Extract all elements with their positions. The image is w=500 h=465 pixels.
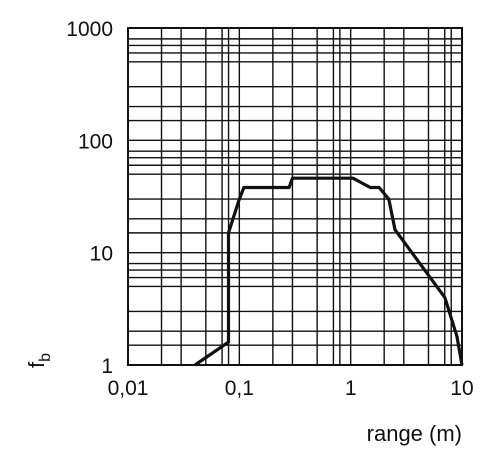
grid <box>127 27 463 366</box>
x-tick-label: 0,01 <box>108 377 149 400</box>
x-tick-label: 10 <box>450 377 473 400</box>
y-tick-label: 100 <box>78 130 113 153</box>
series-line <box>194 176 464 367</box>
y-tick-labels: 1 10 100 1000 <box>66 18 113 378</box>
svg-text:fb: fb <box>24 353 54 368</box>
y-axis-title-subscript: b <box>37 353 54 362</box>
x-tick-label: 1 <box>345 377 357 400</box>
x-axis-title: range (m) <box>367 421 462 446</box>
y-tick-label: 1000 <box>66 18 113 41</box>
series-layer <box>194 176 464 367</box>
x-tick-label: 0,1 <box>225 377 254 400</box>
y-tick-label: 10 <box>90 243 113 266</box>
y-axis-title-main: f <box>24 361 49 368</box>
y-tick-label: 1 <box>101 355 113 378</box>
plot-frame <box>127 27 463 366</box>
x-tick-labels: 0,01 0,1 1 10 <box>108 377 474 400</box>
y-axis-title: fb <box>24 353 54 368</box>
